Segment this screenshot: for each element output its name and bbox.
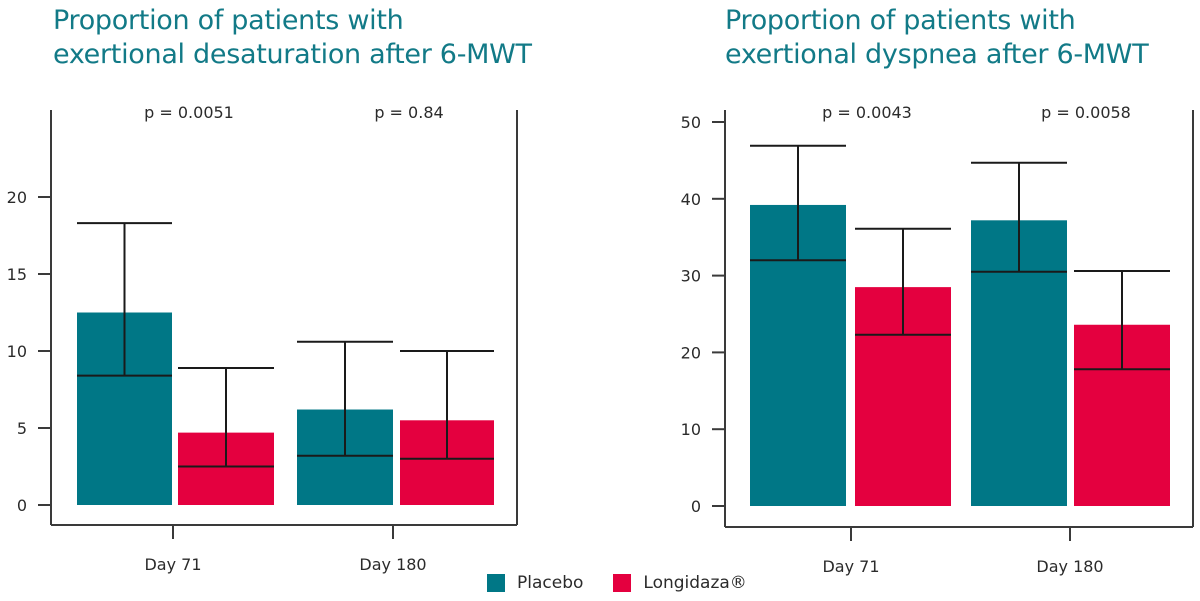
y-tick-label: 10 [7,342,27,361]
p-value-label: p = 0.0043 [822,103,912,122]
p-value-label: p = 0.0058 [1041,103,1131,122]
y-tick-label: 0 [17,496,27,515]
y-tick-label: 50 [681,113,701,132]
title-line-2: exertional desaturation after 6-MWT [53,39,532,70]
y-tick-label: 5 [17,419,27,438]
y-tick-label: 15 [7,265,27,284]
legend: Placebo Longidaza® [487,573,777,593]
legend-label-placebo: Placebo [517,573,584,593]
chart-title-desaturation: Proportion of patients with exertional d… [53,4,532,72]
y-tick-label: 20 [7,188,27,207]
y-tick-label: 30 [681,267,701,286]
x-tick-label: Day 180 [1036,557,1103,576]
legend-swatch-longidaza [613,574,632,592]
p-value-label: p = 0.0051 [144,103,234,122]
legend-item-longidaza: Longidaza® [613,573,747,593]
title-line-2: exertional dyspnea after 6-MWT [725,39,1149,70]
y-tick-label: 20 [681,343,701,362]
legend-label-longidaza: Longidaza® [643,573,747,593]
x-tick-label: Day 180 [359,555,426,574]
y-tick-label: 0 [691,497,701,516]
x-tick-label: Day 71 [144,555,201,574]
x-tick-label: Day 71 [822,557,879,576]
legend-item-placebo: Placebo [487,573,583,593]
y-tick-label: 40 [681,190,701,209]
p-value-label: p = 0.84 [374,103,443,122]
legend-swatch-placebo [487,574,505,592]
title-line-1: Proportion of patients with [725,5,1076,36]
chart-title-dyspnea: Proportion of patients with exertional d… [725,4,1149,72]
y-tick-label: 10 [681,420,701,439]
title-line-1: Proportion of patients with [53,5,404,36]
